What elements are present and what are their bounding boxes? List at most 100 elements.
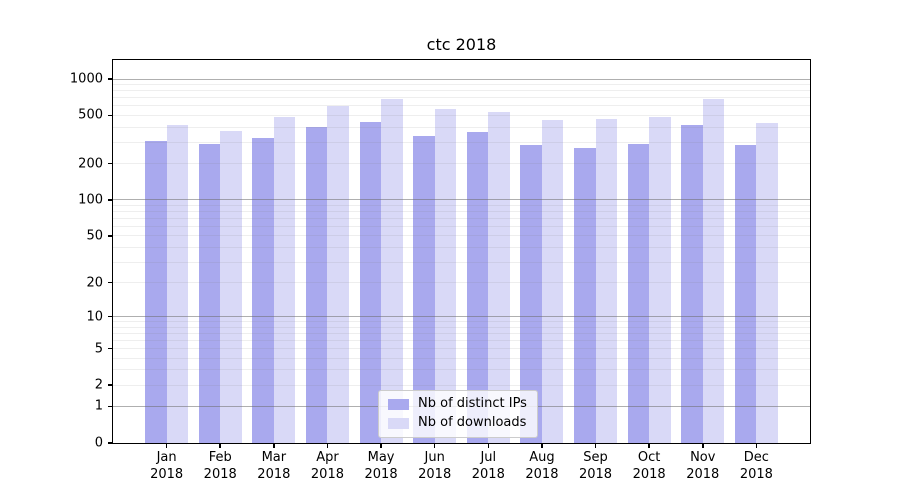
x-tick-label-sep: Sep 2018 <box>578 450 613 482</box>
x-tick-label-feb: Feb 2018 <box>203 450 237 482</box>
bar-distinct-ips-jun <box>413 135 435 443</box>
legend-swatch-downloads <box>388 417 409 429</box>
bar-downloads-apr <box>327 105 349 443</box>
x-tick-label-jul: Jul 2018 <box>471 450 505 482</box>
x-tick-mark <box>648 444 650 448</box>
y-gridline-minor <box>113 84 810 86</box>
y-tick-mark <box>108 199 113 201</box>
y-tick-mark <box>108 114 113 117</box>
x-tick-label-apr: Apr 2018 <box>310 450 344 482</box>
bar-distinct-ips-may <box>359 121 382 443</box>
x-tick-mark <box>326 444 329 448</box>
y-tick-label: 1 <box>94 398 103 414</box>
y-gridline-minor <box>113 332 810 334</box>
bar-downloads-mar <box>273 117 296 443</box>
legend: Nb of distinct IPs Nb of downloads <box>378 390 538 438</box>
y-tick-label: 200 <box>78 156 103 172</box>
y-gridline-minor <box>113 357 810 359</box>
x-tick-mark <box>380 444 382 448</box>
y-gridline-minor <box>113 261 810 263</box>
x-tick-mark <box>219 444 221 448</box>
bar-downloads-jan <box>166 124 189 443</box>
y-gridline-major <box>113 199 810 201</box>
y-tick-mark <box>108 78 113 80</box>
bar-distinct-ips-jul <box>466 132 489 443</box>
bar-distinct-ips-apr <box>305 127 328 443</box>
bar-downloads-may <box>381 98 403 443</box>
bar-distinct-ips-jan <box>145 140 167 443</box>
y-tick-mark <box>108 442 113 444</box>
x-tick-label-nov: Nov 2018 <box>686 450 720 482</box>
y-gridline-minor <box>113 326 810 328</box>
x-tick-label-mar: Mar 2018 <box>257 450 291 482</box>
legend-item-distinct-ips: Nb of distinct IPs <box>388 396 527 412</box>
y-tick-label: 50 <box>86 228 103 244</box>
y-tick-mark <box>108 162 113 165</box>
x-tick-mark <box>273 444 275 448</box>
y-gridline-minor <box>113 105 810 107</box>
y-tick-mark <box>108 384 113 386</box>
bar-distinct-ips-oct <box>627 144 650 443</box>
bar-downloads-aug <box>541 119 564 443</box>
x-tick-mark <box>541 444 543 448</box>
y-gridline-minor <box>113 126 810 128</box>
plot-area: Nb of distinct IPs Nb of downloads <box>112 59 811 444</box>
y-tick-mark <box>108 347 113 350</box>
bar-downloads-jul <box>488 112 510 443</box>
y-tick-label: 1000 <box>69 71 103 87</box>
y-gridline-minor <box>113 217 810 219</box>
y-gridline-minor <box>113 369 810 371</box>
x-tick-label-oct: Oct 2018 <box>632 450 666 482</box>
y-tick-mark <box>108 281 113 284</box>
y-tick-label: 2 <box>94 377 103 393</box>
x-tick-mark <box>487 444 490 448</box>
x-tick-label-aug: Aug 2018 <box>525 450 559 482</box>
y-gridline-minor <box>113 90 810 92</box>
x-tick-label-jan: Jan 2018 <box>150 450 184 482</box>
bar-downloads-jun <box>434 109 457 443</box>
bar-downloads-nov <box>702 98 725 443</box>
y-gridline-minor <box>113 282 810 284</box>
legend-swatch-distinct-ips <box>388 398 409 410</box>
bar-distinct-ips-nov <box>681 125 703 443</box>
bar-distinct-ips-feb <box>198 144 221 443</box>
y-gridline-minor <box>113 210 810 212</box>
legend-label-downloads: Nb of downloads <box>418 414 527 430</box>
y-gridline-minor <box>113 246 810 248</box>
bar-distinct-ips-aug <box>520 145 542 443</box>
y-gridline-minor <box>113 163 810 165</box>
y-gridline-major <box>113 78 810 80</box>
x-tick-label-jun: Jun 2018 <box>418 450 452 482</box>
y-tick-mark <box>108 235 113 237</box>
y-tick-label: 100 <box>78 192 103 208</box>
y-axis-tick-labels: 0 1 2 5 10 20 50 100 200 500 1000 <box>0 60 103 450</box>
y-tick-label: 500 <box>78 107 103 123</box>
x-tick-label-dec: Dec 2018 <box>739 450 773 482</box>
y-gridline-minor <box>113 204 810 206</box>
y-tick-label: 0 <box>94 435 103 451</box>
bar-downloads-dec <box>756 122 778 443</box>
y-gridline-minor <box>113 339 810 341</box>
y-gridline-minor <box>113 235 810 237</box>
bar-distinct-ips-sep <box>574 147 596 443</box>
y-gridline-minor <box>113 321 810 323</box>
y-gridline-minor <box>113 114 810 116</box>
bar-downloads-oct <box>649 117 671 443</box>
y-gridline-minor <box>113 348 810 350</box>
bar-distinct-ips-mar <box>252 138 274 443</box>
bar-downloads-feb <box>220 130 242 443</box>
y-gridline-major <box>113 316 810 318</box>
y-tick-label: 5 <box>94 341 103 357</box>
y-tick-mark <box>108 405 113 408</box>
legend-label-distinct-ips: Nb of distinct IPs <box>418 396 527 411</box>
legend-item-downloads: Nb of downloads <box>388 414 527 431</box>
x-tick-mark <box>702 444 704 448</box>
x-tick-label-may: May 2018 <box>364 450 398 482</box>
x-tick-mark <box>755 444 758 448</box>
y-gridline-minor <box>113 225 810 227</box>
bar-distinct-ips-dec <box>734 145 757 443</box>
y-gridline-minor <box>113 141 810 143</box>
y-tick-mark <box>108 315 113 318</box>
chart-title: ctc 2018 <box>426 35 497 54</box>
